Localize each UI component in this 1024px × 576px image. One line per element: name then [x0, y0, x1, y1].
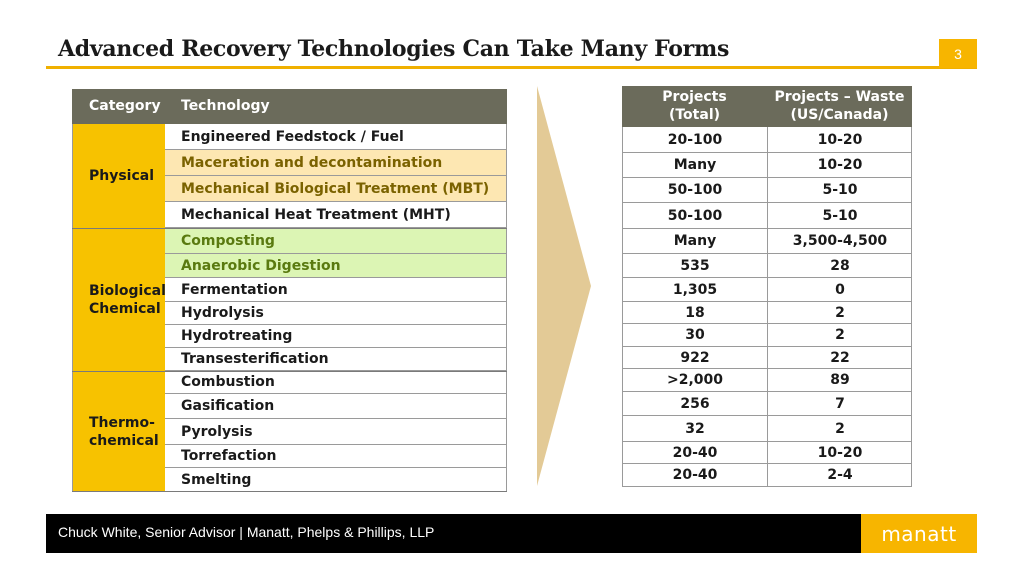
projects-row: >2,000 89 [622, 369, 912, 392]
group-divider [72, 491, 507, 492]
projects-total-cell: 20-100 [623, 127, 768, 152]
projects-row: 30 2 [622, 324, 912, 347]
projects-row: 535 28 [622, 254, 912, 278]
projects-total-cell: 535 [623, 254, 768, 277]
technology-row: Pyrolysis [165, 419, 507, 445]
technology-row: Anaerobic Digestion [165, 254, 507, 278]
projects-total-cell: 922 [623, 347, 768, 368]
projects-waste-cell: 5-10 [822, 182, 858, 198]
technology-table-header: Category Technology [72, 89, 507, 124]
projects-waste-cell: 2 [835, 327, 845, 343]
projects-row: 256 7 [622, 392, 912, 416]
technology-row: Gasification [165, 394, 507, 419]
projects-total-cell: 50-100 [623, 203, 768, 228]
projects-row: 20-40 2-4 [622, 464, 912, 487]
projects-row: 1,305 0 [622, 278, 912, 302]
technology-row: Mechanical Heat Treatment (MHT) [165, 202, 507, 228]
technology-row: Smelting [165, 468, 507, 492]
category-biological-chemical: Biological Chemical [72, 228, 166, 371]
projects-waste-cell: 0 [835, 281, 845, 298]
projects-row: 20-100 10-20 [622, 127, 912, 153]
projects-waste-cell: 3,500-4,500 [792, 233, 888, 249]
projects-row: 32 2 [622, 416, 912, 442]
category-column-header: Category [89, 98, 161, 114]
projects-waste-header: Projects – Waste (US/Canada) [774, 89, 905, 123]
projects-waste-cell: 10-20 [817, 157, 863, 173]
technology-row: Composting [165, 228, 507, 254]
projects-total-header: Projects (Total) [662, 89, 727, 123]
projects-waste-cell: 22 [830, 349, 850, 366]
footer-bar: Chuck White, Senior Advisor | Manatt, Ph… [46, 514, 861, 553]
projects-row: 922 22 [622, 347, 912, 369]
projects-total-cell: 1,305 [623, 278, 768, 301]
projects-total-cell: 50-100 [623, 178, 768, 202]
category-physical: Physical [72, 124, 165, 228]
projects-table: Projects (Total) Projects – Waste (US/Ca… [622, 86, 912, 487]
projects-waste-cell: 10-20 [817, 444, 863, 461]
technology-row: Torrefaction [165, 445, 507, 468]
projects-waste-cell: 2 [835, 304, 845, 321]
projects-row: 20-40 10-20 [622, 442, 912, 464]
group-divider [72, 228, 507, 229]
projects-total-cell: Many [623, 153, 768, 177]
projects-row: 18 2 [622, 302, 912, 324]
title-underline [46, 66, 977, 69]
technology-row: Transesterification [165, 348, 507, 371]
projects-total-cell: 32 [623, 416, 768, 441]
projects-total-cell: 20-40 [623, 442, 768, 463]
projects-row: Many 3,500-4,500 [622, 229, 912, 254]
projects-row: Many 10-20 [622, 153, 912, 178]
projects-waste-cell: 89 [830, 372, 850, 388]
manatt-logo: manatt [861, 514, 977, 553]
projects-waste-cell: 10-20 [817, 131, 863, 148]
page-number: 3 [939, 39, 977, 68]
technology-column-header: Technology [181, 98, 270, 114]
group-divider [72, 371, 507, 372]
projects-total-cell: >2,000 [623, 369, 768, 391]
projects-total-cell: 256 [623, 392, 768, 415]
projects-waste-cell: 5-10 [822, 207, 858, 224]
projects-table-header: Projects (Total) Projects – Waste (US/Ca… [622, 86, 912, 127]
projects-waste-cell: 7 [835, 395, 845, 412]
category-left-border [72, 124, 73, 492]
projects-row: 50-100 5-10 [622, 178, 912, 203]
category-thermochemical: Thermo- chemical [72, 371, 165, 492]
technology-row: Mechanical Biological Treatment (MBT) [165, 176, 507, 202]
technology-row: Engineered Feedstock / Fuel [165, 124, 507, 150]
technology-table: Category Technology Physical Biological … [72, 89, 507, 492]
technology-row: Fermentation [165, 278, 507, 302]
projects-total-cell: 18 [623, 302, 768, 323]
technology-row: Hydrolysis [165, 302, 507, 325]
projects-waste-cell: 28 [830, 257, 850, 274]
projects-waste-cell: 2-4 [827, 467, 853, 483]
technology-row: Hydrotreating [165, 325, 507, 348]
footer-text: Chuck White, Senior Advisor | Manatt, Ph… [58, 524, 435, 540]
projects-total-cell: 20-40 [623, 464, 768, 486]
projects-row: 50-100 5-10 [622, 203, 912, 229]
slide-title: Advanced Recovery Technologies Can Take … [58, 36, 730, 62]
projects-waste-cell: 2 [835, 420, 845, 437]
chevron-arrow-icon [537, 86, 591, 486]
projects-total-cell: Many [623, 229, 768, 253]
technology-row: Maceration and decontamination [165, 150, 507, 176]
technology-row: Combustion [165, 371, 507, 394]
projects-total-cell: 30 [623, 324, 768, 346]
